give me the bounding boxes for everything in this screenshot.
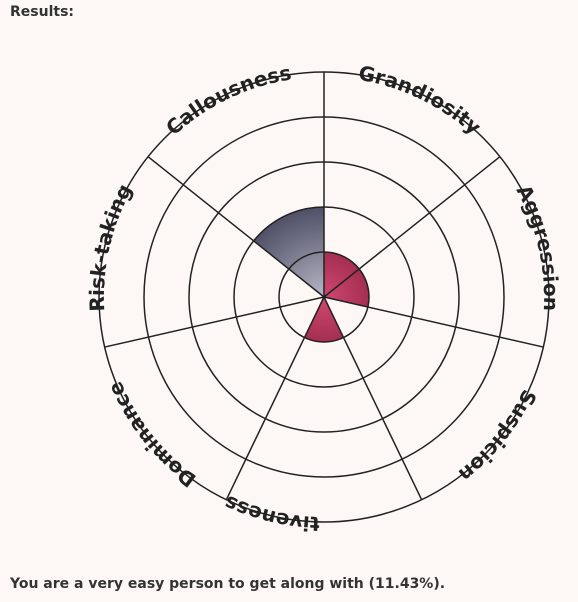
grid-spoke-6 [104, 296, 325, 348]
grid-spoke-5 [225, 296, 325, 501]
sector-grandiosity [324, 252, 360, 297]
sector-manipulativeness [304, 297, 344, 342]
category-labels: GrandiosityAggressionSuspicionManipulati… [0, 0, 563, 536]
grid-spoke-4 [323, 296, 423, 501]
results-heading: Results: [10, 4, 74, 20]
label-dominance: Dominance [103, 378, 201, 492]
label-aggression: Aggression [512, 181, 563, 312]
label-risk-taking: Risk-taking [85, 180, 137, 312]
chart-grid [98, 71, 550, 523]
sector-callousness [253, 207, 324, 297]
grid-spoke-3 [323, 296, 544, 348]
label-suspicion: Suspicion [454, 386, 541, 487]
grid-spoke-2 [323, 156, 501, 298]
label-grandiosity: Grandiosity [357, 61, 486, 139]
result-summary: You are a very easy person to get along … [10, 576, 446, 592]
label-callousness: Callousness [161, 60, 293, 139]
grid-spoke-7 [147, 156, 325, 298]
sector-aggression [324, 268, 369, 308]
value-sectors [253, 207, 369, 342]
